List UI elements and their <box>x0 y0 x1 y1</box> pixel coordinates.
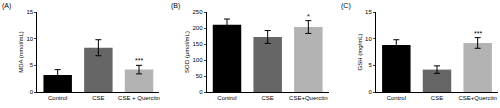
svg-text:CSE + Quercitn: CSE + Quercitn <box>118 95 160 101</box>
svg-text:CSE+Quercitn: CSE+Quercitn <box>458 95 497 101</box>
svg-text:0: 0 <box>368 89 372 95</box>
svg-text:(A): (A) <box>2 2 11 10</box>
svg-text:GSH (mg/mL): GSH (mg/mL) <box>357 33 363 70</box>
svg-text:250: 250 <box>192 9 203 15</box>
svg-text:***: *** <box>135 57 143 64</box>
svg-text:*: * <box>307 13 310 20</box>
svg-text:200: 200 <box>192 25 203 31</box>
svg-text:5: 5 <box>368 62 372 68</box>
svg-text:SOD (μmol/mL): SOD (μmol/mL) <box>184 31 190 73</box>
svg-text:15: 15 <box>26 9 33 15</box>
svg-text:10: 10 <box>365 36 372 42</box>
svg-text:Control: Control <box>217 95 236 101</box>
svg-text:(C): (C) <box>341 2 351 10</box>
svg-text:CSE: CSE <box>262 95 274 101</box>
svg-text:(B): (B) <box>171 2 180 10</box>
svg-text:CSE+Quercitn: CSE+Quercitn <box>289 95 328 101</box>
svg-text:***: *** <box>474 30 482 37</box>
svg-text:100: 100 <box>192 57 203 63</box>
svg-text:10: 10 <box>26 36 33 42</box>
svg-text:CSE: CSE <box>431 95 443 101</box>
svg-text:5: 5 <box>30 62 34 68</box>
svg-text:150: 150 <box>192 41 203 47</box>
svg-text:CSE: CSE <box>92 95 104 101</box>
svg-text:50: 50 <box>196 73 203 79</box>
svg-text:Control: Control <box>48 95 67 101</box>
svg-text:Control: Control <box>387 95 406 101</box>
svg-text:MDA (nmol/mL): MDA (nmol/mL) <box>18 31 24 73</box>
svg-text:0: 0 <box>199 89 203 95</box>
svg-text:15: 15 <box>365 9 372 15</box>
svg-text:0: 0 <box>30 89 34 95</box>
